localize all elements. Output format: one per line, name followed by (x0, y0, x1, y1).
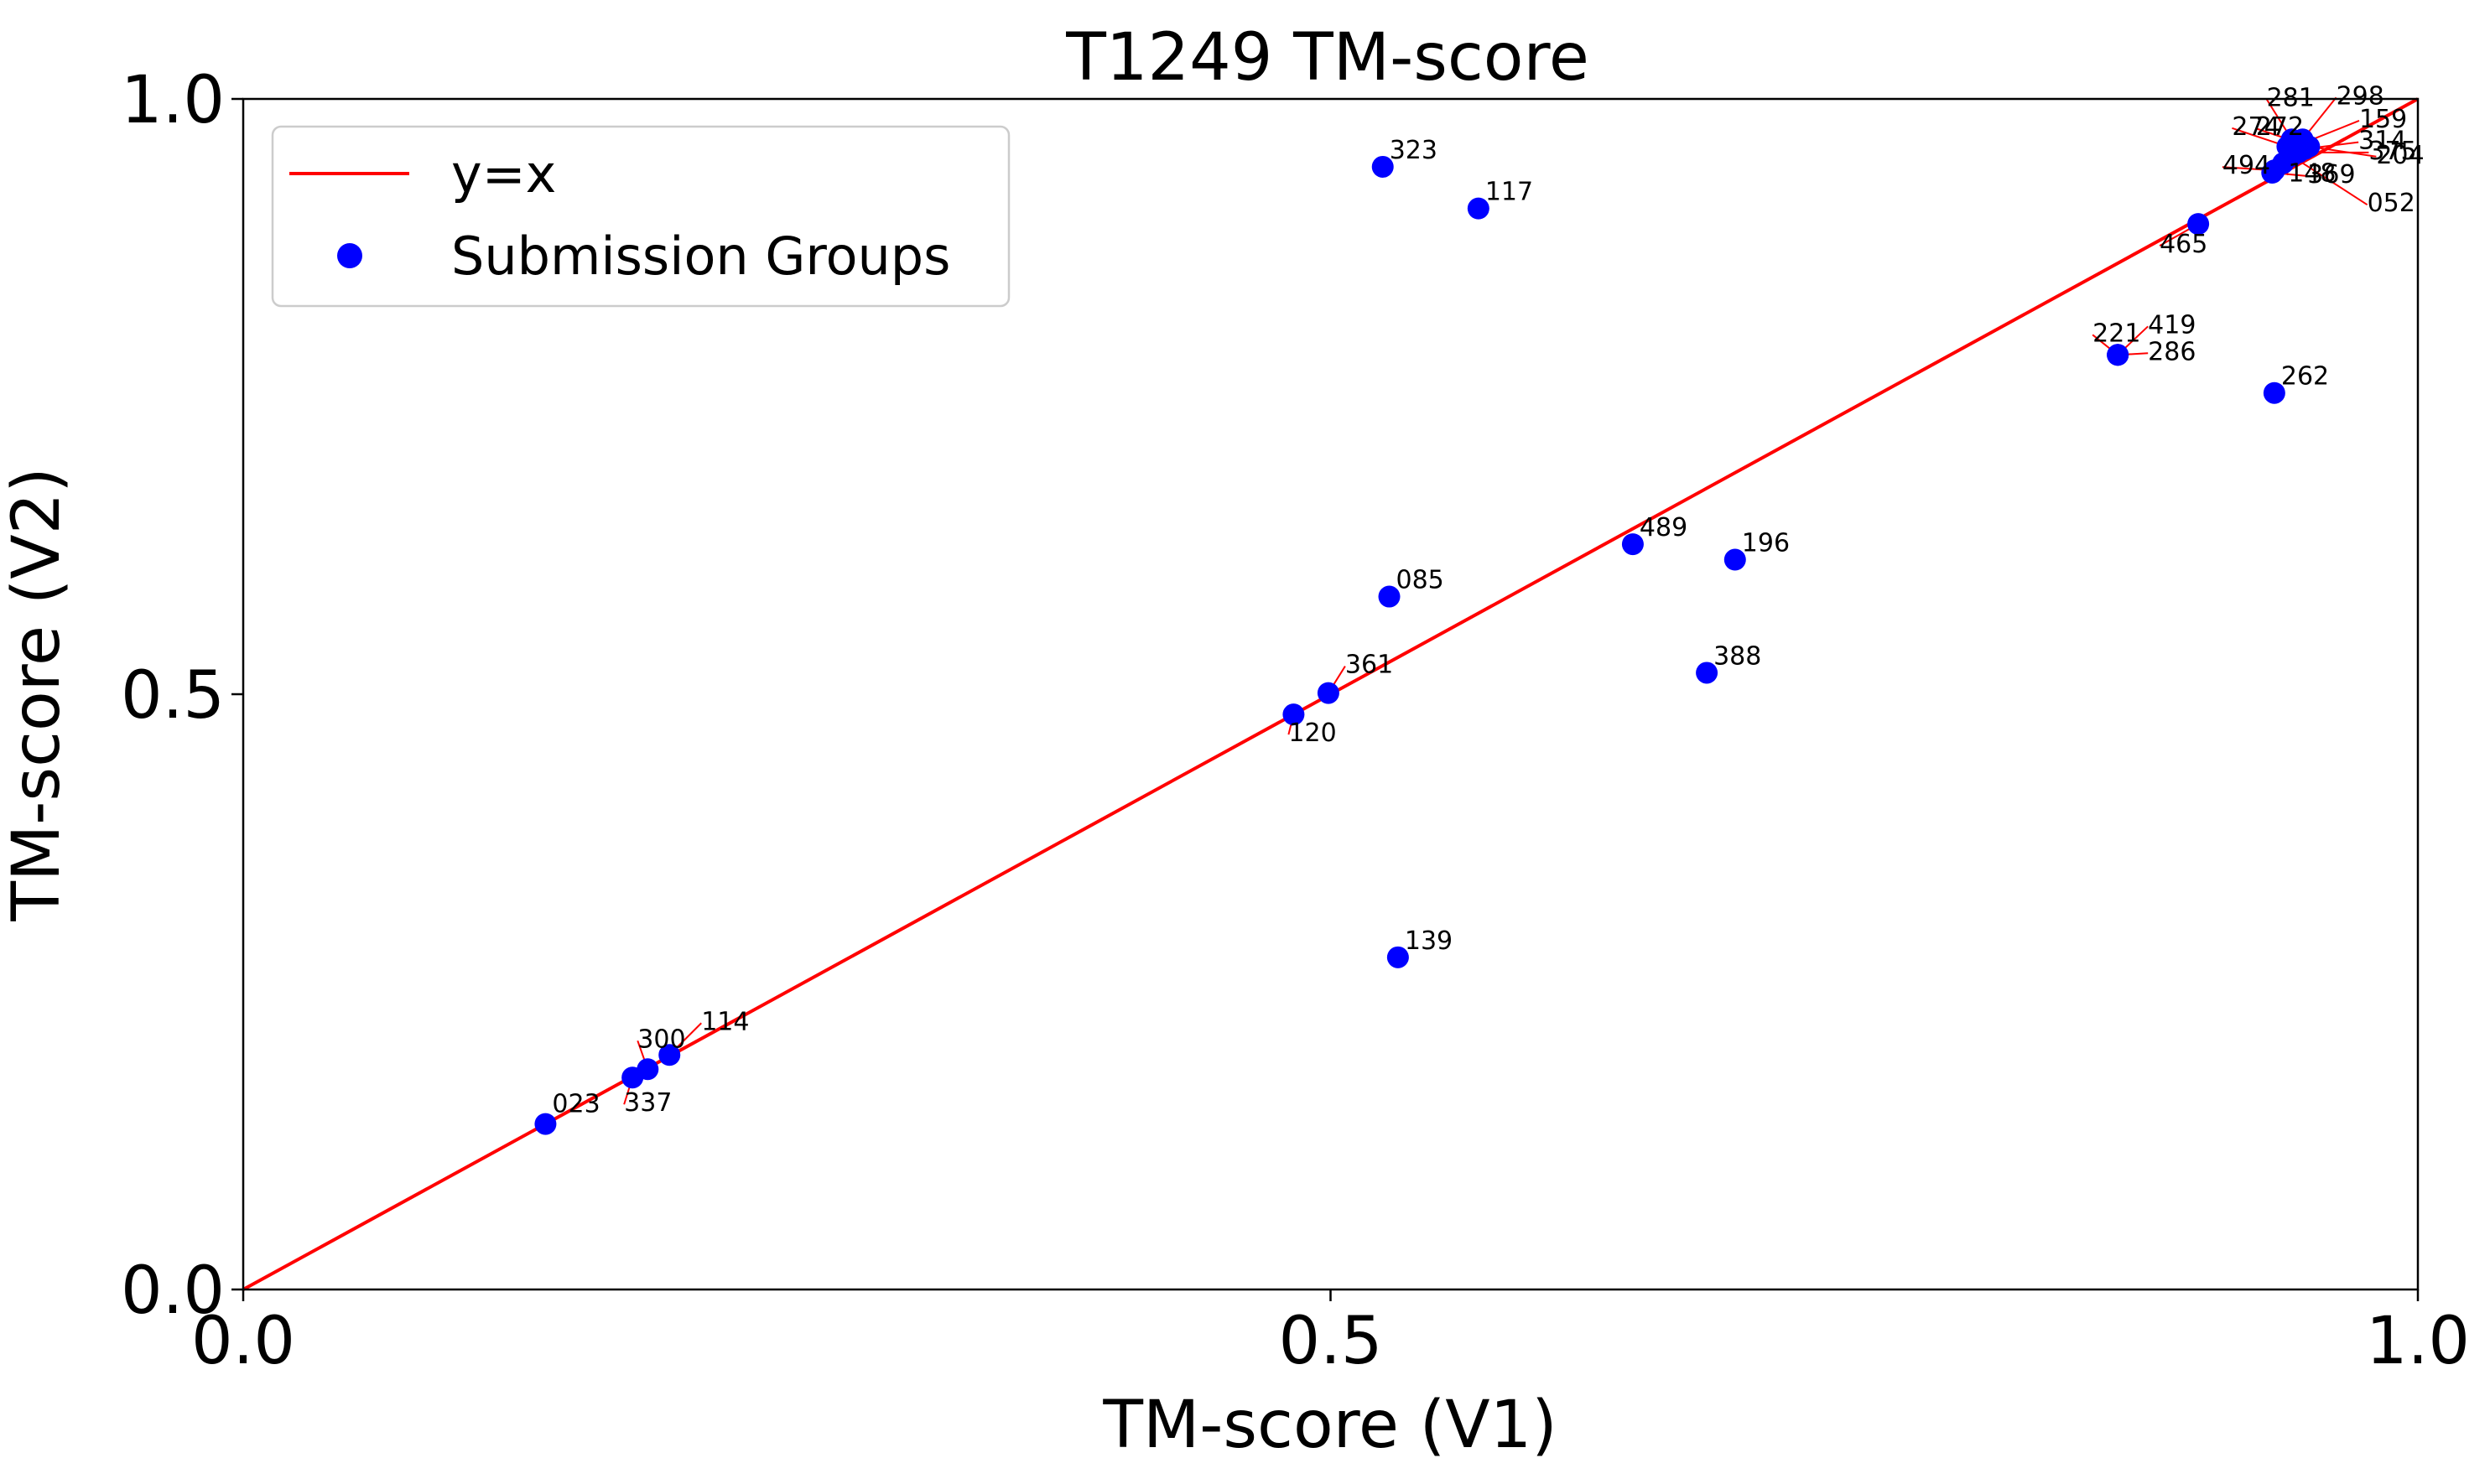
data-point-114 (658, 1044, 681, 1066)
point-label-148: 148 (2288, 159, 2336, 189)
point-label-337: 337 (624, 1088, 672, 1118)
data-point-262 (2263, 381, 2285, 404)
point-label-323: 323 (1390, 136, 1437, 165)
data-point-361 (1317, 682, 1339, 704)
chart-title: T1249 TM-score (1065, 20, 1589, 96)
point-label-375: 375 (2368, 137, 2416, 166)
data-point-117 (1467, 197, 1489, 220)
point-label-494: 494 (2222, 151, 2270, 180)
legend-label-reference: y=x (451, 143, 556, 205)
data-point-489 (1621, 533, 1644, 556)
data-point-465 (2187, 213, 2210, 236)
data-point-085 (1378, 585, 1401, 608)
legend: y=x Submission Groups (271, 125, 1011, 308)
point-label-262: 262 (2281, 362, 2329, 392)
point-label-139: 139 (1405, 926, 1453, 956)
point-label-120: 120 (1288, 719, 1336, 748)
point-label-369: 369 (2307, 160, 2355, 189)
data-point-120 (1282, 703, 1305, 726)
plot-area: 023 337 300 114 120 361 085 139 323 117 489 196 388 2… (242, 81, 2425, 1291)
x-tick-label: 1.0 (2366, 1304, 2470, 1379)
legend-label-series: Submission Groups (451, 226, 950, 287)
point-label-221: 221 (2092, 319, 2140, 348)
point-label-272: 272 (2256, 112, 2304, 142)
point-label-388: 388 (1713, 641, 1761, 671)
point-label-117: 117 (1485, 178, 1533, 207)
point-label-052: 052 (2368, 189, 2415, 218)
point-labels: 023 337 300 114 120 361 085 139 323 117 489 196 388 2… (552, 81, 2424, 1118)
point-label-286: 286 (2148, 337, 2196, 366)
legend-box (271, 125, 1011, 308)
y-axis-label: TM-score (V2) (0, 467, 75, 921)
data-point-300 (637, 1058, 659, 1081)
point-label-196: 196 (1742, 529, 1790, 558)
point-label-023: 023 (552, 1090, 600, 1119)
y-tick-label: 0.5 (121, 658, 225, 734)
data-point-286 (2107, 344, 2129, 366)
data-point-139 (1386, 946, 1409, 968)
point-label-159: 159 (2359, 105, 2407, 134)
point-label-114: 114 (701, 1007, 749, 1036)
point-label-489: 489 (1640, 513, 1687, 542)
data-point-298 (2291, 128, 2314, 151)
point-label-361: 361 (1345, 651, 1393, 680)
point-label-314: 314 (2358, 127, 2406, 156)
point-label-298: 298 (2337, 81, 2384, 111)
point-label-419: 419 (2148, 310, 2196, 340)
data-points (534, 128, 2321, 1135)
annotation-arrow-052 (2291, 155, 2368, 206)
point-label-204: 204 (2376, 141, 2424, 170)
data-point-388 (1696, 662, 1718, 684)
annotation-arrow-204 (2309, 145, 2377, 158)
y-tick-label: 1.0 (121, 63, 225, 138)
legend-point-swatch (337, 243, 362, 268)
x-axis-label: TM-score (V1) (1102, 1388, 1557, 1463)
data-point-196 (1723, 548, 1746, 571)
data-point-323 (1371, 155, 1394, 178)
point-label-274: 274 (2232, 112, 2279, 142)
axis-ticks: 0.0 0.5 1.0 0.0 0.5 1.0 (121, 63, 2470, 1379)
x-tick-label: 0.0 (191, 1304, 295, 1379)
point-label-300: 300 (637, 1025, 685, 1054)
x-tick-label: 0.5 (1278, 1304, 1382, 1379)
point-label-085: 085 (1396, 566, 1444, 595)
y-tick-label: 0.0 (121, 1253, 225, 1329)
data-point-023 (534, 1113, 557, 1135)
point-label-465: 465 (2160, 230, 2207, 259)
